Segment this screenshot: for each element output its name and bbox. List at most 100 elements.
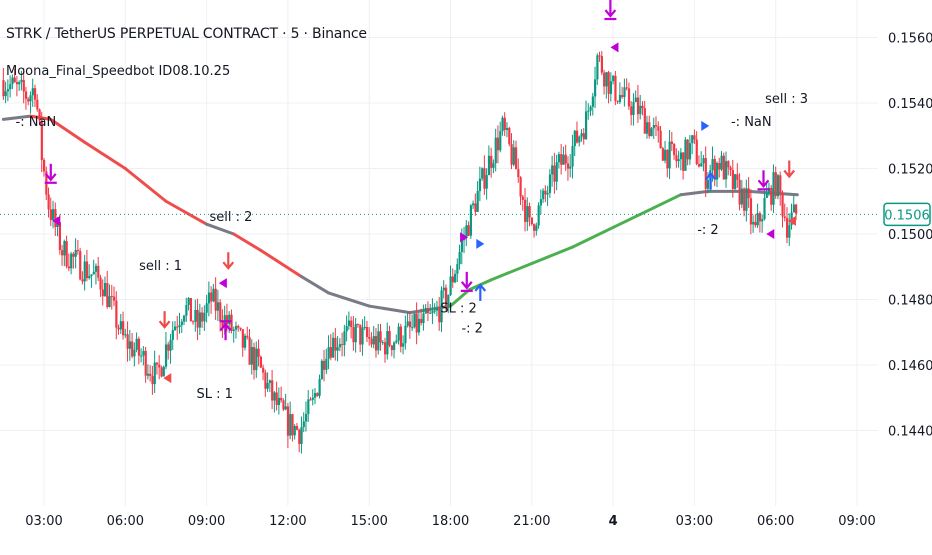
candle-body[interactable] xyxy=(377,331,380,351)
candle-body[interactable] xyxy=(61,250,64,256)
candle-body[interactable] xyxy=(183,315,186,322)
candle-body[interactable] xyxy=(162,366,165,377)
candle-body[interactable] xyxy=(146,373,150,376)
candle-body[interactable] xyxy=(397,326,400,341)
candle-body[interactable] xyxy=(115,300,118,328)
candle-body[interactable] xyxy=(173,326,177,331)
candle-body[interactable] xyxy=(542,190,545,200)
candle-body[interactable] xyxy=(657,126,660,131)
candle-body[interactable] xyxy=(205,303,208,313)
candle-body[interactable] xyxy=(350,320,353,328)
candle-body[interactable] xyxy=(289,414,292,436)
candle-body[interactable] xyxy=(781,193,784,217)
candle-body[interactable] xyxy=(185,305,188,316)
candle-body[interactable] xyxy=(634,97,637,103)
candle-body[interactable] xyxy=(695,139,698,165)
candle-body[interactable] xyxy=(415,313,418,333)
candle-body[interactable] xyxy=(715,162,719,180)
candle-body[interactable] xyxy=(210,292,213,302)
candle-body[interactable] xyxy=(429,312,432,314)
candle-body[interactable] xyxy=(94,265,98,272)
candle-body[interactable] xyxy=(734,174,737,189)
candle-body[interactable] xyxy=(560,154,563,165)
candle-body[interactable] xyxy=(725,161,728,180)
candle-body[interactable] xyxy=(528,206,531,218)
candle-body[interactable] xyxy=(133,349,136,357)
candle-body[interactable] xyxy=(535,225,538,231)
candle-body[interactable] xyxy=(341,344,344,346)
candle-body[interactable] xyxy=(286,406,290,436)
candle-body[interactable] xyxy=(79,251,82,280)
candle-body[interactable] xyxy=(639,105,642,115)
candle-body[interactable] xyxy=(795,204,798,214)
signal-triangle-left-icon[interactable] xyxy=(163,373,172,384)
candle-body[interactable] xyxy=(571,146,574,167)
candle-body[interactable] xyxy=(356,324,360,326)
candle-body[interactable] xyxy=(393,342,396,351)
candle-body[interactable] xyxy=(237,326,240,328)
candle-body[interactable] xyxy=(243,335,247,348)
candle-body[interactable] xyxy=(763,198,766,220)
down-arrow-icon[interactable] xyxy=(460,271,473,292)
candle-body[interactable] xyxy=(650,128,653,137)
candle-body[interactable] xyxy=(230,314,233,331)
candle-body[interactable] xyxy=(9,84,12,90)
candle-body[interactable] xyxy=(314,393,317,398)
candle-body[interactable] xyxy=(117,327,120,330)
candle-body[interactable] xyxy=(682,152,685,171)
candle-body[interactable] xyxy=(246,335,249,338)
candle-body[interactable] xyxy=(241,329,244,348)
candle-body[interactable] xyxy=(686,139,689,160)
candle-body[interactable] xyxy=(103,283,107,297)
candle-body[interactable] xyxy=(585,111,588,140)
candle-body[interactable] xyxy=(431,311,434,313)
candle-body[interactable] xyxy=(673,143,676,156)
candle-body[interactable] xyxy=(496,137,500,151)
candle-body[interactable] xyxy=(754,221,757,226)
candle-body[interactable] xyxy=(582,133,585,140)
candle-body[interactable] xyxy=(29,95,32,102)
candle-body[interactable] xyxy=(99,277,102,290)
candle-body[interactable] xyxy=(752,221,755,225)
candle-body[interactable] xyxy=(761,219,764,222)
candle-body[interactable] xyxy=(792,204,795,213)
candle-body[interactable] xyxy=(135,338,138,350)
candle-body[interactable] xyxy=(643,108,646,134)
candle-body[interactable] xyxy=(365,326,369,337)
candle-body[interactable] xyxy=(533,224,536,231)
candle-body[interactable] xyxy=(546,193,549,195)
candle-body[interactable] xyxy=(458,251,461,265)
candle-body[interactable] xyxy=(255,348,258,371)
candle-body[interactable] xyxy=(234,326,238,330)
candle-body[interactable] xyxy=(569,166,572,169)
candle-body[interactable] xyxy=(300,427,303,444)
candle-body[interactable] xyxy=(128,341,132,349)
candle-body[interactable] xyxy=(594,79,597,97)
candle-body[interactable] xyxy=(697,164,701,167)
candle-body[interactable] xyxy=(2,80,5,97)
candle-body[interactable] xyxy=(110,296,113,298)
candle-body[interactable] xyxy=(420,318,423,324)
candle-body[interactable] xyxy=(738,179,741,205)
candle-body[interactable] xyxy=(655,125,658,127)
candle-body[interactable] xyxy=(81,279,84,282)
candle-body[interactable] xyxy=(228,314,231,325)
candle-body[interactable] xyxy=(612,75,615,82)
candle-body[interactable] xyxy=(15,82,19,85)
candle-body[interactable] xyxy=(499,131,502,151)
candle-body[interactable] xyxy=(167,344,170,351)
candle-body[interactable] xyxy=(575,130,579,143)
down-arrow-icon[interactable] xyxy=(158,311,171,329)
candle-body[interactable] xyxy=(259,356,262,368)
candle-body[interactable] xyxy=(512,147,515,165)
candle-body[interactable] xyxy=(573,130,576,147)
candle-body[interactable] xyxy=(169,339,172,351)
candle-body[interactable] xyxy=(494,137,497,164)
candle-body[interactable] xyxy=(304,414,308,422)
candle-body[interactable] xyxy=(151,376,154,385)
candle-body[interactable] xyxy=(447,294,450,306)
candle-body[interactable] xyxy=(248,337,251,365)
candle-body[interactable] xyxy=(311,397,314,400)
